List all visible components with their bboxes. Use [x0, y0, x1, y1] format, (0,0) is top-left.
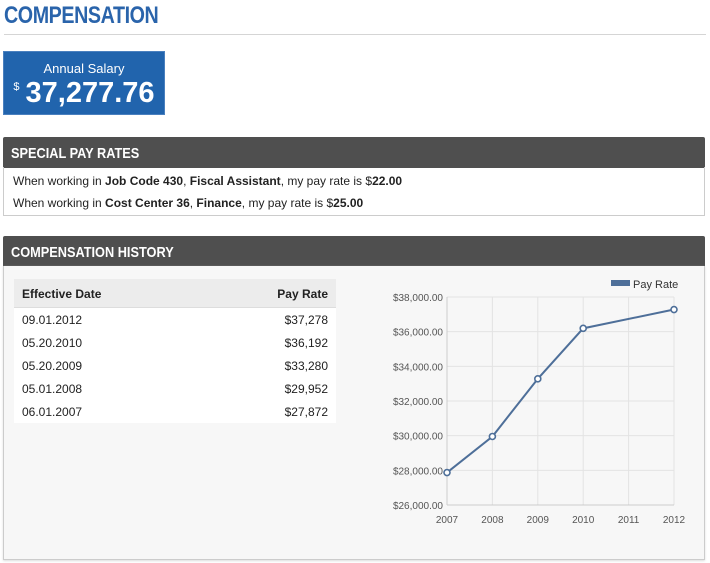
- y-tick-label: $34,000.00: [393, 362, 443, 373]
- history-title: COMPENSATION HISTORY: [11, 244, 174, 261]
- x-tick-label: 2010: [572, 515, 595, 526]
- currency-symbol: $: [13, 81, 20, 93]
- data-point: [443, 468, 451, 477]
- legend-swatch: [611, 280, 630, 286]
- history-table: Effective Date Pay Rate 09.01.2012 $37,278…: [14, 279, 336, 423]
- x-tick-label: 2008: [481, 515, 504, 526]
- table-row: 09.01.2012 $37,278: [22, 313, 328, 327]
- salary-amount: 37,277.76: [25, 77, 155, 109]
- special-pay-item: When working in Job Code 430, Fiscal Ass…: [13, 174, 403, 188]
- annual-salary-card: Annual Salary $37,277.76: [3, 51, 165, 115]
- table-header: Effective Date Pay Rate: [14, 279, 336, 308]
- table-row: 06.01.2007 $27,872: [22, 405, 328, 419]
- table-row: 05.01.2008 $29,952: [22, 382, 328, 396]
- col-pay-rate: Pay Rate: [277, 287, 328, 301]
- data-point: [488, 432, 497, 441]
- table-row: 05.20.2009 $33,280: [22, 359, 328, 373]
- y-tick-label: $32,000.00: [393, 397, 443, 408]
- y-tick-label: $28,000.00: [393, 466, 443, 477]
- data-point: [670, 305, 678, 314]
- y-tick-label: $38,000.00: [393, 293, 443, 304]
- special-pay-body: When working in Job Code 430, Fiscal Ass…: [3, 167, 705, 216]
- x-tick-label: 2012: [663, 515, 686, 526]
- legend-label: Pay Rate: [633, 279, 678, 291]
- page-title: COMPENSATION: [4, 2, 159, 29]
- y-tick-label: $36,000.00: [393, 328, 443, 339]
- data-point: [579, 324, 588, 333]
- col-effective-date: Effective Date: [22, 287, 102, 301]
- divider: [4, 34, 706, 35]
- y-tick-label: $26,000.00: [393, 501, 443, 512]
- x-tick-label: 2007: [436, 515, 459, 526]
- special-pay-header: SPECIAL PAY RATES: [3, 137, 705, 168]
- special-pay-item: When working in Cost Center 36, Finance,…: [13, 196, 364, 210]
- data-point: [533, 375, 542, 383]
- y-tick-label: $30,000.00: [393, 432, 443, 443]
- x-tick-label: 2009: [527, 515, 550, 526]
- table-row: 05.20.2010 $36,192: [22, 336, 328, 350]
- x-tick-label: 2011: [618, 515, 640, 526]
- salary-label: Annual Salary: [43, 61, 125, 76]
- compensation-history-header: COMPENSATION HISTORY: [3, 236, 705, 267]
- special-pay-title: SPECIAL PAY RATES: [11, 145, 140, 162]
